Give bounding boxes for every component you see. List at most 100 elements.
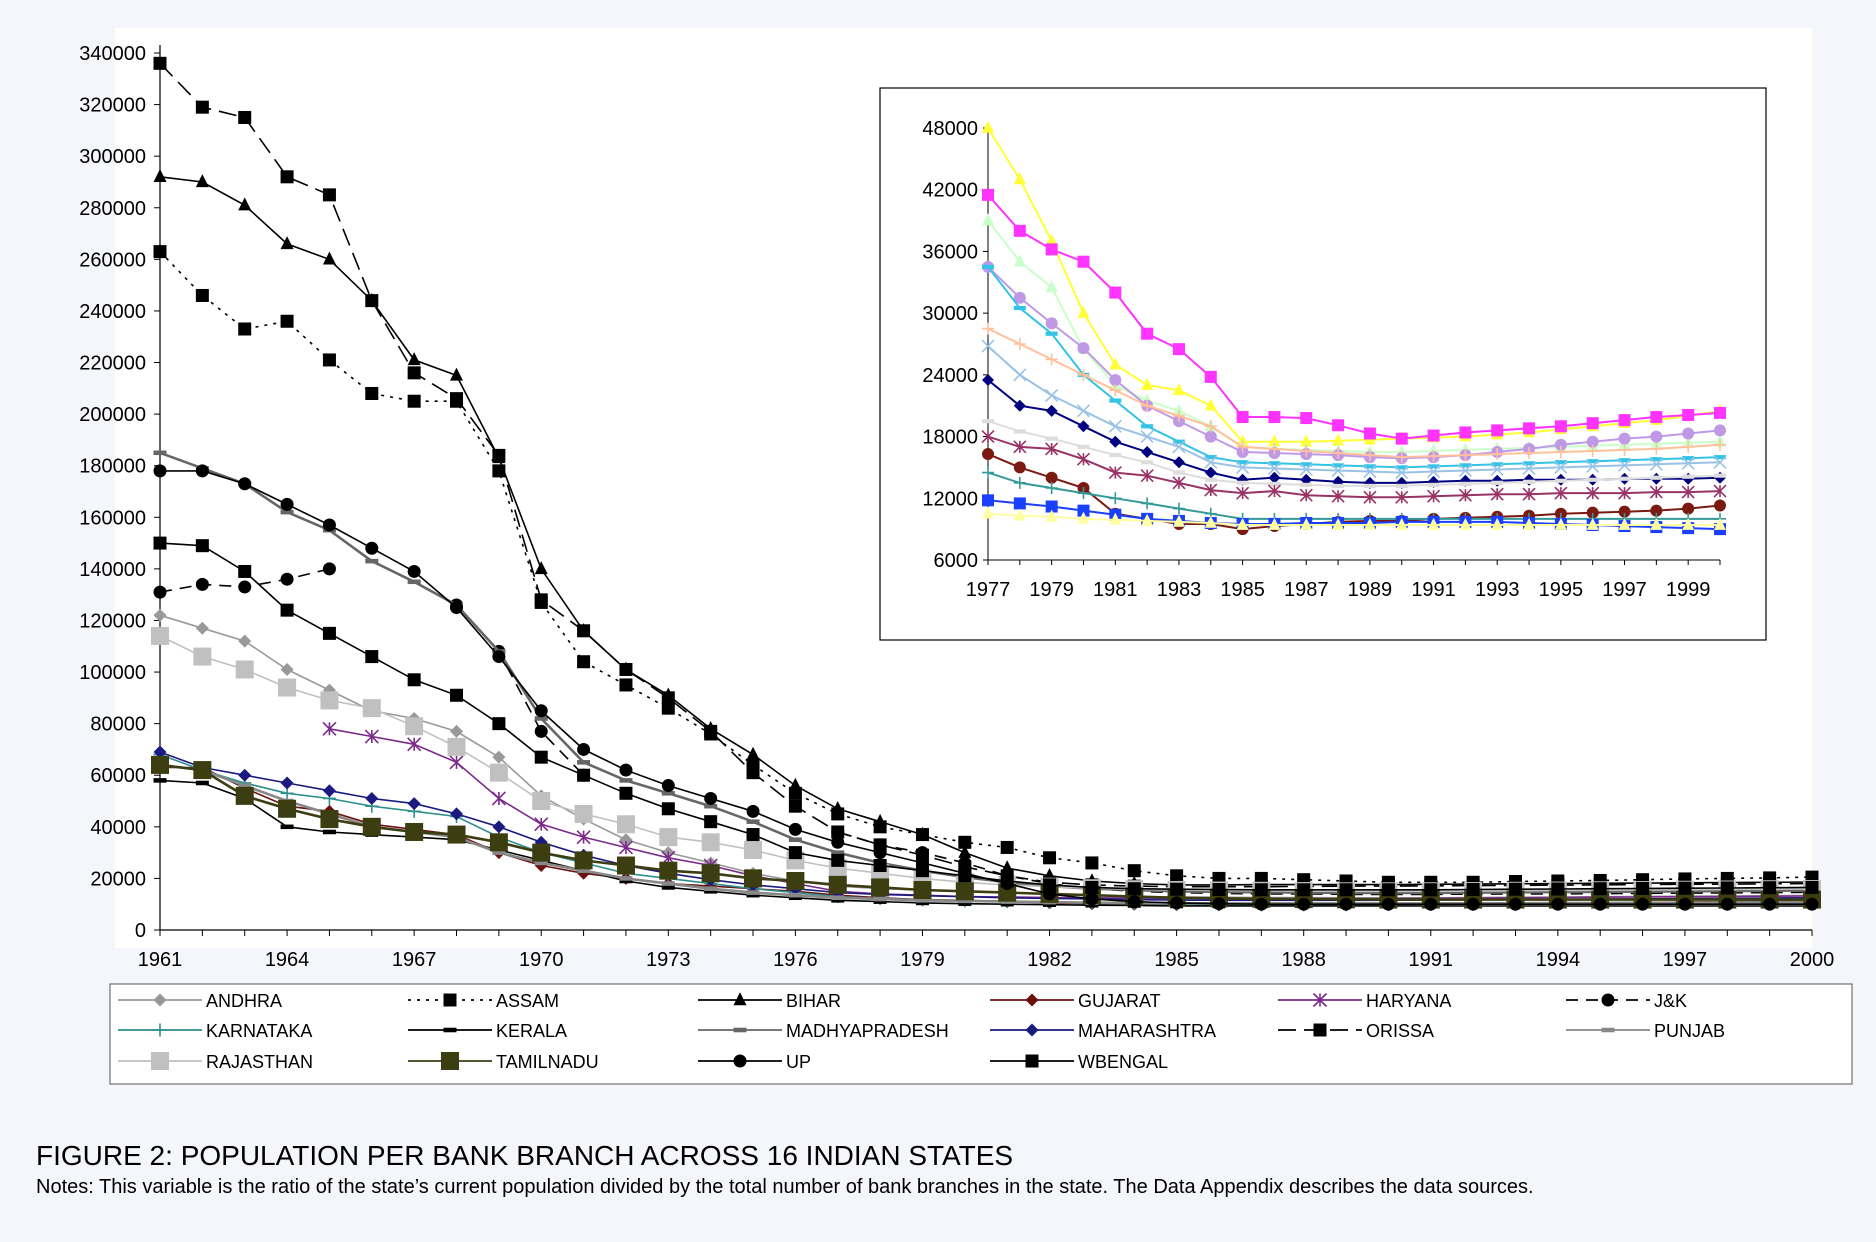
inset-data-point (1554, 478, 1567, 483)
inset-data-point (1586, 477, 1599, 482)
data-point (619, 786, 633, 800)
inset-data-point (1714, 438, 1726, 451)
data-point (362, 817, 381, 836)
data-point (407, 366, 421, 380)
data-point (619, 778, 633, 783)
inset-data-point (1714, 473, 1726, 478)
data-point (744, 841, 763, 860)
inset-data-point (1172, 440, 1186, 454)
legend-marker (1312, 992, 1328, 1008)
inset-data-point (1586, 435, 1599, 448)
x-tick-label: 2000 (1790, 949, 1835, 971)
inset-data-point (1013, 508, 1026, 521)
data-point (280, 170, 294, 184)
inset-x-tick-label: 1977 (966, 579, 1011, 601)
y-tick-label: 40000 (90, 817, 146, 839)
x-tick-label: 1970 (519, 949, 564, 971)
inset-data-point (1522, 461, 1536, 476)
x-tick-label: 1967 (392, 949, 437, 971)
data-point (788, 799, 802, 813)
inset-data-point (1268, 434, 1281, 447)
data-point (322, 188, 336, 202)
data-point (873, 846, 887, 860)
inset-data-point (1077, 255, 1090, 268)
data-point (238, 634, 252, 648)
inset-data-point (1714, 424, 1726, 437)
data-point (915, 900, 929, 906)
inset-data-point (982, 466, 994, 479)
data-point (449, 755, 464, 770)
data-point (619, 678, 633, 692)
inset-data-point (1523, 461, 1536, 466)
legend-item: MADHYAPRADESH (698, 1021, 949, 1041)
data-point (153, 169, 167, 183)
data-point (831, 800, 845, 814)
data-point (1678, 897, 1692, 911)
inset-data-point (1300, 444, 1313, 457)
data-point (831, 895, 845, 901)
data-point (450, 367, 464, 381)
legend-label: ASSAM (496, 991, 559, 1011)
data-point (534, 860, 548, 866)
series-line (159, 451, 1813, 895)
data-point (661, 881, 675, 886)
inset-data-point (1617, 458, 1632, 472)
inset-x-tick-label: 1983 (1157, 579, 1202, 601)
y-tick-label: 280000 (79, 198, 146, 220)
inset-data-point (1427, 429, 1440, 442)
data-point (873, 859, 887, 873)
inset-data-point (1013, 497, 1026, 510)
legend-item: MAHARASHTRA (990, 1021, 1216, 1041)
inset-data-point (1172, 343, 1185, 356)
inset-data-point (1491, 424, 1504, 437)
data-point (746, 819, 760, 824)
inset-data-point (1713, 455, 1727, 469)
data-point (958, 869, 972, 883)
inset-data-point (1013, 429, 1026, 434)
series-line (159, 176, 1813, 886)
data-point (153, 536, 167, 550)
data-point (151, 755, 169, 774)
inset-data-point (982, 188, 994, 201)
inset-data-point (1331, 463, 1345, 478)
inset-data-point (1300, 473, 1313, 486)
x-tick-label: 1994 (1536, 949, 1581, 971)
data-point (450, 392, 464, 406)
inset-data-point (1204, 466, 1217, 479)
data-point (280, 509, 294, 515)
data-point (1678, 881, 1692, 895)
inset-data-point (1491, 480, 1504, 485)
inset-data-point (1363, 517, 1376, 530)
legend-item: HARYANA (1278, 991, 1451, 1011)
data-point (661, 691, 675, 705)
series-line (159, 542, 1813, 891)
inset-data-point (1076, 404, 1091, 418)
x-tick-label: 1985 (1154, 949, 1199, 971)
data-point (1000, 899, 1014, 904)
x-tick-label: 1961 (138, 949, 183, 971)
data-point (828, 875, 847, 894)
data-point (320, 810, 339, 829)
inset-data-point (1141, 497, 1154, 510)
inset-data-point (1077, 342, 1090, 355)
figure-title: FIGURE 2: POPULATION PER BANK BRANCH ACR… (36, 1140, 1014, 1171)
y-tick-label: 0 (135, 920, 146, 942)
inset-data-point (1586, 444, 1599, 457)
inset-data-point (1618, 458, 1631, 463)
y-tick-label: 100000 (79, 662, 146, 684)
inset-data-point (1268, 411, 1281, 424)
inset-data-point (1617, 486, 1632, 500)
data-point (238, 580, 252, 594)
inset-data-point (1077, 420, 1090, 433)
data-point (534, 593, 548, 607)
inset-data-point (1395, 451, 1408, 464)
data-point (831, 825, 845, 839)
inset-data-point (1427, 517, 1440, 530)
inset-series (982, 322, 1726, 464)
data-point (1339, 883, 1353, 897)
inset-x-tick-label: 1989 (1348, 579, 1393, 601)
data-point (958, 844, 972, 858)
data-point (193, 647, 212, 666)
inset-data-point (1141, 327, 1154, 340)
x-tick-label: 1979 (900, 949, 945, 971)
